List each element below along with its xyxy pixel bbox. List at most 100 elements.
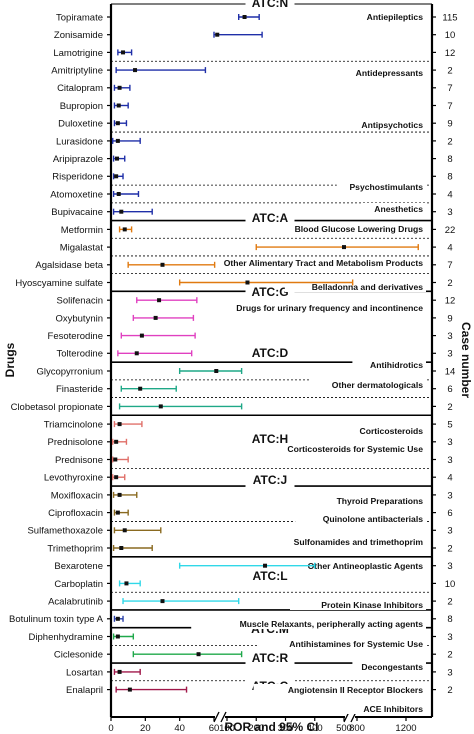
drug-label: Bexarotene xyxy=(54,561,103,572)
drug-label: Carboplatin xyxy=(54,579,103,590)
ror-point xyxy=(114,174,119,179)
drug-class-label: Corticosteroids for Systemic Use xyxy=(287,444,423,454)
drug-class-label: Antihidrotics xyxy=(370,360,423,370)
case-number: 115 xyxy=(442,12,457,23)
case-number: 8 xyxy=(447,172,452,183)
drug-label: Sulfamethoxazole xyxy=(27,526,103,537)
atc-header-bg xyxy=(245,433,295,446)
x-tick-label: 40 xyxy=(174,723,185,734)
case-number: 12 xyxy=(445,48,456,59)
case-number: 3 xyxy=(447,207,452,218)
ror-point xyxy=(113,457,118,462)
drug-label: Bupropion xyxy=(60,101,103,112)
drug-class-label: Protein Kinase Inhibitors xyxy=(321,600,423,610)
drug-label: Atomoxetine xyxy=(50,189,103,200)
ror-point xyxy=(119,546,124,550)
ror-point xyxy=(122,227,127,232)
drug-label: Prednisone xyxy=(55,455,103,466)
case-number: 3 xyxy=(447,437,452,448)
drug-label: Migalastat xyxy=(60,243,104,254)
x-tick-label: 1200 xyxy=(395,723,416,734)
ror-point xyxy=(196,652,201,657)
drug-label: Amitriptyline xyxy=(51,66,103,77)
case-number: 5 xyxy=(447,420,452,431)
drug-label: Losartan xyxy=(66,667,103,678)
atc-group-header: ATC:G xyxy=(251,285,288,299)
ror-point xyxy=(153,315,158,320)
drug-class-label: Anesthetics xyxy=(374,204,423,214)
y-axis-title: Drugs xyxy=(3,342,17,377)
x-tick-label: 0 xyxy=(108,723,113,734)
drug-label: Botulinum toxin type A xyxy=(9,614,104,625)
axis-break-mark xyxy=(220,711,227,723)
case-number: 2 xyxy=(447,650,452,661)
ror-point xyxy=(157,298,162,303)
ror-point xyxy=(242,15,247,19)
drug-class-label: Antiepileptics xyxy=(367,12,424,22)
ror-point xyxy=(133,68,138,73)
x-tick-label: 300 xyxy=(278,723,294,734)
case-number: 3 xyxy=(447,667,452,678)
case-number: 10 xyxy=(445,30,456,41)
ror-point xyxy=(115,510,120,515)
drug-class-label: Psychostimulants xyxy=(349,182,423,192)
x-tick-label: 20 xyxy=(140,723,151,734)
class-label-bg xyxy=(362,203,426,214)
ror-point xyxy=(215,32,220,37)
case-number: 7 xyxy=(447,83,452,94)
ror-point xyxy=(115,634,120,639)
class-label-bg xyxy=(290,599,426,610)
ror-point xyxy=(114,475,119,480)
drug-class-label: Sulfonamides and trimethoprim xyxy=(294,537,424,547)
ror-point xyxy=(342,245,346,250)
atc-header-bg xyxy=(245,570,295,583)
drug-label: Levothyroxine xyxy=(44,473,103,484)
class-label-bg xyxy=(284,281,426,292)
ror-point xyxy=(115,121,120,126)
x-tick-label: 100 xyxy=(219,723,235,734)
ror-point xyxy=(121,50,126,55)
case-number: 3 xyxy=(447,349,452,360)
ror-point xyxy=(245,280,250,285)
class-label-bg xyxy=(347,119,426,130)
drug-label: Metformin xyxy=(61,225,103,236)
ror-point xyxy=(117,669,122,674)
class-label-bg xyxy=(269,536,426,547)
drug-label: Lamotrigine xyxy=(53,48,103,59)
drug-class-label: Blood Glucose Lowering Drugs xyxy=(295,224,424,234)
class-label-bg xyxy=(347,703,426,714)
ror-point xyxy=(138,386,143,391)
ror-point xyxy=(127,687,132,692)
case-number: 6 xyxy=(447,384,452,395)
ror-point xyxy=(160,599,165,604)
drug-label: Zonisamide xyxy=(54,30,103,41)
drug-class-label: Antihistamines for Systemic Use xyxy=(289,639,423,649)
ror-point xyxy=(114,439,119,444)
drug-label: Aripiprazole xyxy=(53,154,103,165)
drug-label: Bupivacaine xyxy=(51,207,103,218)
atc-group-header: ATC:H xyxy=(252,432,288,446)
atc-group-header: ATC:L xyxy=(252,569,287,583)
ror-point xyxy=(117,492,122,497)
case-number: 4 xyxy=(447,473,452,484)
case-number: 7 xyxy=(447,101,452,112)
drug-label: Oxybutynin xyxy=(55,313,103,324)
case-number: 3 xyxy=(447,331,452,342)
ror-point xyxy=(122,528,127,533)
atc-group-header: ATC:J xyxy=(253,473,287,487)
drug-class-label: Decongestants xyxy=(361,662,423,672)
case-number: 3 xyxy=(447,455,452,466)
drug-label: Topiramate xyxy=(56,12,103,23)
case-number: 3 xyxy=(447,632,452,643)
case-number: 6 xyxy=(447,508,452,519)
case-number: 3 xyxy=(447,490,452,501)
ror-point xyxy=(214,369,219,373)
case-number: 2 xyxy=(447,402,452,413)
case-number: 2 xyxy=(447,66,452,77)
drug-class-label: Other dermatologicals xyxy=(332,380,423,390)
drug-class-label: Angiotensin II Receptor Blockers xyxy=(288,685,423,695)
case-number: 10 xyxy=(445,579,456,590)
class-label-bg xyxy=(295,513,426,524)
class-label-bg xyxy=(258,638,426,649)
axis-break-gap xyxy=(345,712,355,722)
